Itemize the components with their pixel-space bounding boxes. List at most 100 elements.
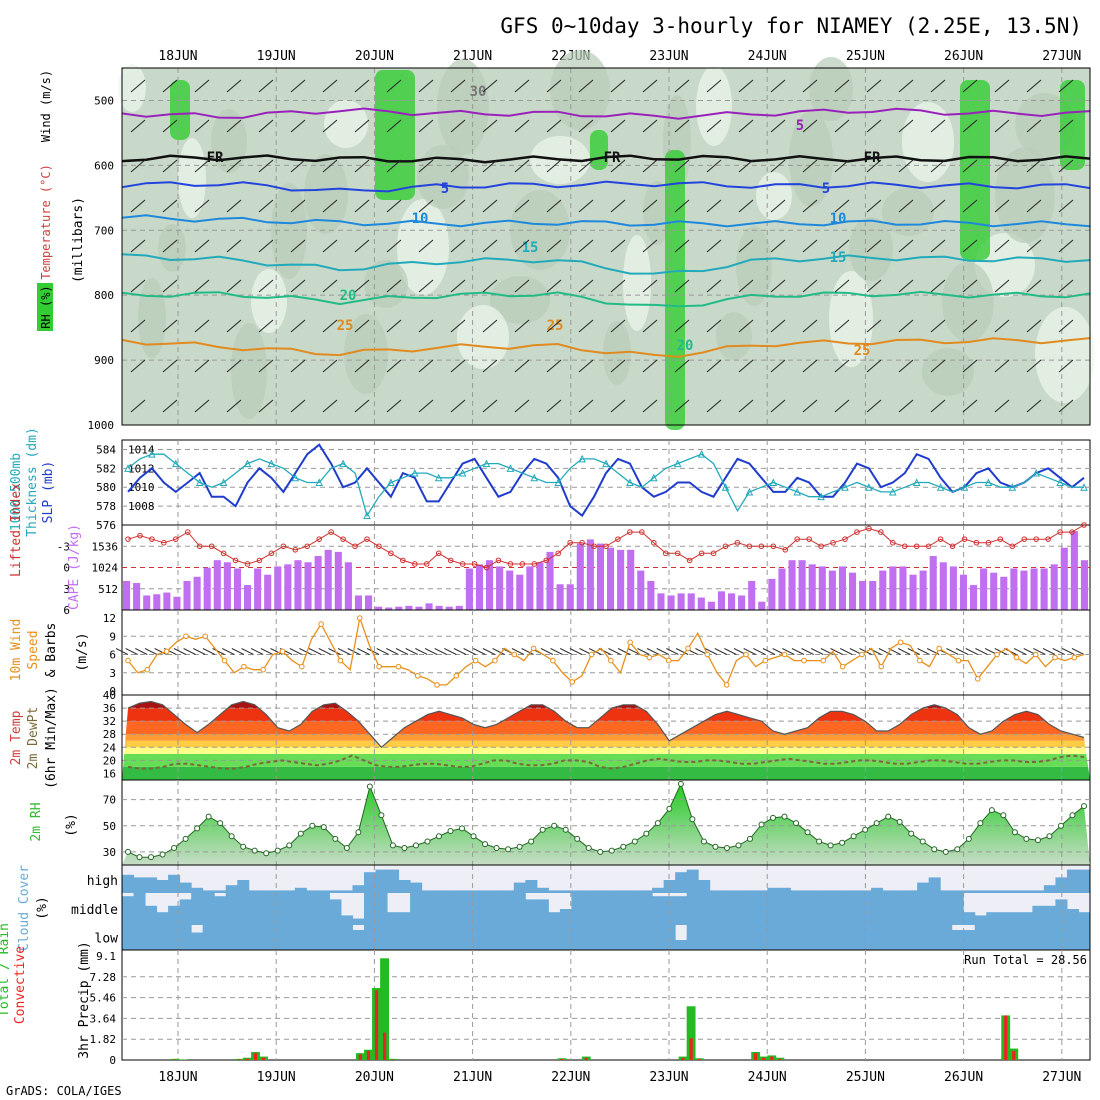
rh-marker bbox=[931, 846, 938, 853]
date-label: 22JUN bbox=[551, 1070, 590, 1085]
wind-barb bbox=[514, 119, 530, 133]
cloud-cell bbox=[1020, 912, 1033, 925]
isotherm-line bbox=[121, 107, 1091, 120]
wind-barb bbox=[258, 359, 274, 373]
wind-barb bbox=[642, 279, 658, 293]
wind-barb bbox=[866, 159, 882, 173]
rh-marker bbox=[954, 846, 961, 853]
rh-blob bbox=[696, 66, 732, 146]
cape-bar bbox=[183, 580, 191, 610]
cape-bar bbox=[566, 584, 574, 610]
cloud-cell bbox=[145, 905, 158, 925]
thickness-tick-label: 580 bbox=[96, 481, 116, 494]
cloud-cell bbox=[767, 893, 780, 925]
date-label: 20JUN bbox=[355, 1070, 394, 1085]
wind-barb bbox=[994, 119, 1010, 133]
pressure-tick-label: 600 bbox=[94, 159, 114, 172]
cloud-cell bbox=[260, 890, 273, 893]
cape-bar bbox=[193, 576, 201, 610]
lifted-index-marker bbox=[125, 536, 131, 542]
cloud-cell bbox=[433, 893, 446, 925]
rh-marker bbox=[919, 838, 926, 845]
cape-bar bbox=[697, 597, 705, 610]
thickness-marker bbox=[363, 511, 371, 520]
rh-marker bbox=[965, 835, 972, 842]
cape-tick-label: 1024 bbox=[92, 562, 119, 575]
rh-marker bbox=[228, 833, 235, 840]
precip-convective-bar bbox=[374, 990, 379, 1060]
cloud-cell bbox=[801, 890, 814, 893]
wind-barb bbox=[354, 199, 370, 213]
cloud-cell bbox=[548, 890, 561, 893]
lifted-index-marker bbox=[615, 536, 621, 542]
wind-barb bbox=[226, 159, 242, 173]
wind-speed-marker bbox=[395, 663, 402, 670]
wind-barb bbox=[290, 399, 306, 413]
wind-barb bbox=[308, 648, 322, 655]
cloud-cell bbox=[271, 890, 284, 893]
rh-marker bbox=[1057, 822, 1064, 829]
pressure-tick-label: 900 bbox=[94, 354, 114, 367]
rh-marker bbox=[159, 851, 166, 858]
wind-speed-marker bbox=[917, 657, 923, 664]
wind-barb bbox=[386, 399, 402, 413]
rh-blob bbox=[138, 278, 166, 358]
precip-convective-bar bbox=[762, 1057, 766, 1060]
rh-marker bbox=[850, 833, 857, 840]
wind-barb bbox=[473, 648, 486, 655]
cloud-cover-panel: high middle low Cloud Cover (%) bbox=[17, 864, 1091, 951]
cloud-cell bbox=[559, 925, 572, 950]
cape-bar bbox=[838, 566, 846, 610]
cape-bar bbox=[536, 562, 544, 610]
cloud-cell bbox=[882, 893, 895, 925]
wind-speed-marker bbox=[241, 663, 247, 670]
wind-barb bbox=[770, 239, 786, 253]
cape-bar bbox=[748, 580, 756, 610]
cloud-cell bbox=[813, 890, 826, 893]
lifted-index-marker bbox=[890, 539, 896, 546]
wind-barb bbox=[834, 239, 850, 253]
cloud-cell bbox=[237, 893, 250, 925]
wind-barb bbox=[395, 648, 409, 655]
wind-barb bbox=[743, 648, 756, 655]
cloud-cell bbox=[974, 925, 987, 950]
cape-bar bbox=[153, 594, 161, 610]
rh-marker bbox=[194, 825, 201, 832]
cloud-cell bbox=[375, 925, 388, 950]
rh-blob bbox=[437, 59, 489, 155]
wind-barb bbox=[898, 279, 914, 293]
wind-barb bbox=[386, 119, 402, 133]
wind-barb bbox=[962, 199, 978, 213]
lifted-index-marker bbox=[447, 557, 454, 564]
cape-bar bbox=[909, 574, 917, 610]
rh-blob bbox=[995, 147, 1055, 243]
rh-blob bbox=[304, 154, 348, 234]
cloud-cell bbox=[1043, 905, 1056, 925]
rh-marker bbox=[873, 820, 880, 827]
rh-marker bbox=[551, 822, 558, 829]
rh-marker bbox=[1069, 812, 1076, 819]
cape-bar bbox=[445, 606, 453, 610]
precip-convective-bar bbox=[1012, 1050, 1016, 1060]
rh-marker bbox=[240, 843, 247, 850]
cloud-cell bbox=[905, 890, 918, 893]
precip-convective-bar bbox=[681, 1057, 685, 1060]
wind-barb bbox=[975, 648, 988, 655]
thickness-marker bbox=[602, 459, 610, 468]
cloud-cell bbox=[732, 925, 745, 950]
wind-barb bbox=[193, 648, 206, 655]
rh-marker bbox=[862, 826, 869, 833]
thickness-marker bbox=[291, 473, 300, 482]
wind-barb bbox=[962, 239, 978, 253]
rh-marker bbox=[148, 854, 155, 861]
lifted-index-marker bbox=[1009, 543, 1016, 550]
wind-barb bbox=[194, 359, 210, 373]
wind-barb bbox=[546, 359, 562, 373]
cloud-cell bbox=[179, 899, 192, 925]
rh-marker bbox=[528, 838, 535, 845]
lifted-index-marker bbox=[244, 561, 251, 567]
lifted-index-marker bbox=[734, 539, 741, 546]
cape-bar bbox=[425, 603, 433, 610]
series-line bbox=[127, 443, 1085, 518]
rh-marker bbox=[608, 847, 615, 854]
